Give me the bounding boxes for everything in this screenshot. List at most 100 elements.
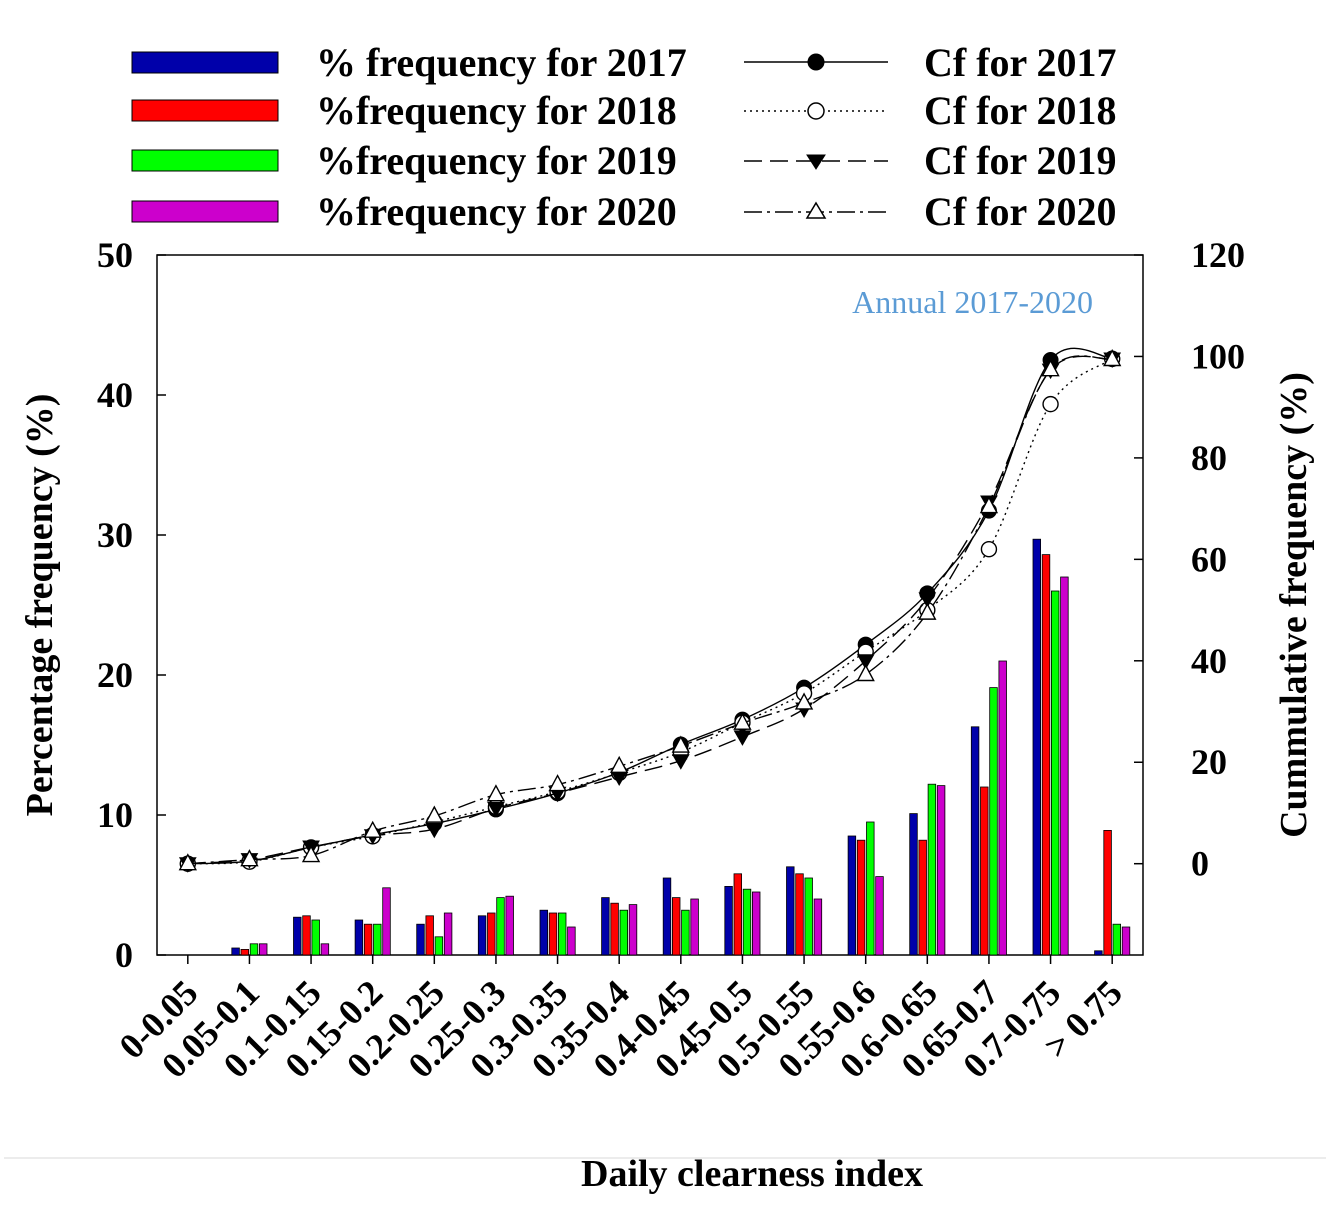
bar-2019-0.45-0.5 — [742, 888, 752, 956]
bar-2017-0.3-0.35 — [539, 909, 548, 956]
legend-swatch-2019 — [131, 149, 279, 172]
bar-2019-0.5-0.55 — [804, 877, 813, 956]
bar-2019-> 0.75 — [1112, 923, 1121, 956]
bar-2018-0.05-0.1 — [240, 949, 249, 956]
bar-2018-0.55-0.6 — [856, 839, 866, 956]
cf-marker-2018-0.7-0.75 — [1042, 395, 1059, 413]
cf-marker-2020-0.45-0.5 — [733, 712, 752, 730]
plot-frame — [156, 254, 1144, 956]
cf-marker-2020-0.65-0.7 — [979, 496, 999, 514]
axes-layer: 010203040500204060801001200-0.050.05-0.1… — [97, 235, 1245, 1086]
bar-2017-0.55-0.6 — [847, 835, 857, 956]
cf-marker-2020-0.35-0.4 — [610, 755, 629, 774]
y-tick-label-10: 10 — [97, 795, 133, 835]
bar-2019-0.4-0.45 — [681, 909, 690, 956]
bar-2018-0.5-0.55 — [795, 873, 804, 956]
cf-marker-2020-0.15-0.2 — [363, 820, 382, 838]
legend-label-bar-2019: %frequency for 2019 — [316, 138, 677, 183]
legend-marker-cf-2019 — [806, 154, 826, 170]
bar-2019-0.55-0.6 — [866, 821, 875, 956]
bar-2018-> 0.75 — [1103, 830, 1112, 956]
cf-marker-2020-0.25-0.3 — [486, 784, 506, 802]
y-tick-label-30: 30 — [97, 515, 133, 555]
cf-marker-2020-0-0.05 — [178, 853, 197, 871]
cf-marker-2019-0.2-0.25 — [425, 822, 444, 839]
bar-2018-0.15-0.2 — [363, 923, 373, 956]
bar-2018-0.2-0.25 — [425, 915, 434, 956]
bar-2019-0.6-0.65 — [927, 783, 937, 956]
y-tick-label-20: 20 — [97, 655, 133, 695]
cf-marker-2019-0.45-0.5 — [733, 730, 752, 746]
y2-tick-label-0: 0 — [1191, 844, 1209, 884]
bar-2020-0.35-0.4 — [628, 904, 638, 956]
cf-marker-2020-0.55-0.6 — [856, 664, 875, 682]
bar-2020-0.45-0.5 — [752, 891, 761, 956]
bar-2018-0.6-0.65 — [918, 839, 927, 956]
bar-2020-0.4-0.45 — [690, 898, 699, 956]
y2-tick-label-20: 20 — [1191, 742, 1227, 782]
y2-tick-label-120: 120 — [1191, 235, 1245, 275]
y2-axis-title: Cummulative frequency (%) — [1273, 372, 1315, 838]
bar-2017-0.2-0.25 — [416, 923, 425, 956]
legend-marker-cf-2020 — [805, 201, 827, 219]
bar-2018-0.65-0.7 — [980, 786, 989, 956]
legend: % frequency for 2017 %frequency for 2018… — [131, 40, 1117, 234]
cf-marker-2020-> 0.75 — [1103, 349, 1122, 367]
cf-marker-2020-0.2-0.25 — [425, 805, 444, 823]
y2-tick-label-40: 40 — [1191, 641, 1227, 681]
x-axis-title: Daily clearness index — [581, 1153, 923, 1195]
bar-2018-0.45-0.5 — [733, 873, 742, 956]
bar-2020-0.3-0.35 — [567, 926, 576, 956]
legend-swatch-2017 — [131, 51, 279, 74]
y2-tick-label-100: 100 — [1191, 336, 1245, 376]
bar-2020-0.25-0.3 — [505, 895, 514, 956]
cf-marker-2020-0.4-0.45 — [671, 735, 690, 753]
legend-marker-cf-2018 — [807, 102, 825, 120]
bar-2020-0.65-0.7 — [998, 660, 1007, 956]
bar-2019-0.1-0.15 — [311, 919, 320, 956]
annotation-period: Annual 2017-2020 — [852, 284, 1093, 320]
bar-2020-> 0.75 — [1121, 926, 1131, 956]
y-axis-title: Percentage frequency (%) — [19, 394, 61, 817]
bar-2018-0.7-0.75 — [1041, 554, 1051, 956]
legend-label-cf-2020: Cf for 2020 — [924, 189, 1117, 234]
bar-2017-0.6-0.65 — [909, 813, 918, 956]
bars-layer — [231, 538, 1131, 956]
cf-marker-2019-0.55-0.6 — [856, 654, 875, 670]
y2-tick-label-60: 60 — [1191, 539, 1227, 579]
bar-2020-0.15-0.2 — [382, 887, 391, 956]
cf-marker-2020-0.3-0.35 — [548, 774, 567, 792]
legend-swatch-2018 — [131, 99, 279, 122]
bar-2017-0.35-0.4 — [601, 897, 610, 956]
legend-marker-cf-2017 — [807, 53, 825, 71]
y-tick-label-40: 40 — [97, 375, 133, 415]
legend-label-cf-2019: Cf for 2019 — [924, 138, 1117, 183]
bar-2017-0.65-0.7 — [970, 726, 980, 956]
cf-lines-layer — [178, 347, 1122, 873]
cf-marker-2019-0.4-0.45 — [671, 754, 690, 770]
bar-2017-0.15-0.2 — [354, 919, 364, 956]
cf-marker-2020-0.1-0.15 — [301, 845, 321, 863]
legend-label-cf-2018: Cf for 2018 — [924, 88, 1117, 133]
legend-label-bar-2018: %frequency for 2018 — [316, 88, 677, 133]
legend-swatch-2020 — [131, 200, 279, 223]
bar-2017-> 0.75 — [1094, 950, 1103, 956]
legend-label-bar-2017: % frequency for 2017 — [316, 40, 687, 85]
y-tick-label-50: 50 — [97, 235, 133, 275]
bar-2019-0.3-0.35 — [558, 912, 567, 956]
cf-line-2018 — [187, 358, 1113, 865]
bar-2018-0.25-0.3 — [487, 912, 496, 956]
bar-2017-0.4-0.45 — [662, 877, 672, 956]
y-tick-label-0: 0 — [115, 935, 133, 975]
bar-2018-0.4-0.45 — [672, 897, 681, 956]
bar-2019-0.25-0.3 — [496, 897, 505, 956]
bar-2017-0.7-0.75 — [1032, 538, 1041, 956]
bar-2017-0.1-0.15 — [293, 916, 302, 956]
bar-2019-0.7-0.75 — [1051, 590, 1060, 956]
bar-2020-0.2-0.25 — [443, 912, 453, 956]
cf-marker-2020-0.6-0.65 — [918, 602, 937, 620]
bar-2018-0.3-0.35 — [548, 912, 558, 956]
legend-label-cf-2017: Cf for 2017 — [924, 40, 1117, 85]
bar-2019-0.05-0.1 — [249, 943, 259, 956]
